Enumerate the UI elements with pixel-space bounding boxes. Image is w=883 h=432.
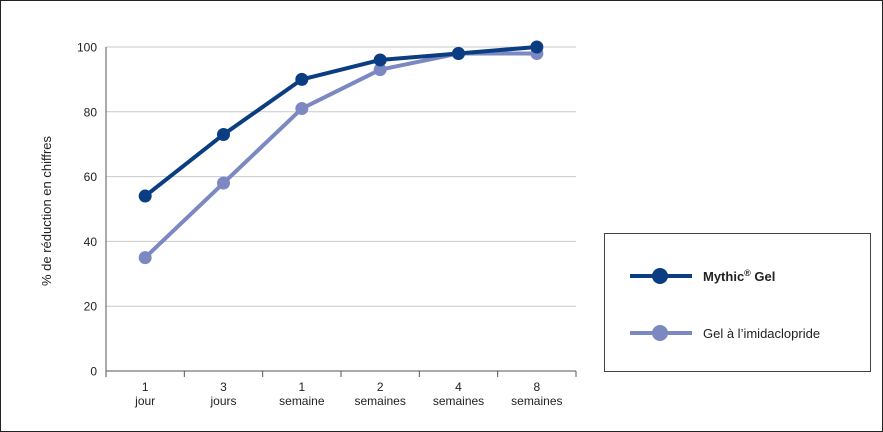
y-tick-label: 80	[84, 105, 98, 119]
legend-swatch-marker	[652, 325, 668, 341]
y-tick-label: 100	[77, 41, 97, 55]
legend-label: Gel à l’imidaclopride	[703, 326, 820, 341]
series-lines	[143, 45, 539, 260]
legend: Mythic® Gel Gel à l’imidaclopride	[604, 233, 871, 372]
data-point-series-1	[373, 53, 387, 67]
series-line-1	[143, 45, 539, 199]
legend-label-name: Mythic	[703, 269, 744, 284]
data-point-series-1	[295, 72, 309, 86]
x-tick-label-line2: semaines	[433, 394, 484, 408]
x-tick-label: 2 semaines	[354, 380, 405, 408]
data-point-series-2	[373, 63, 387, 77]
data-point-series-1	[138, 189, 152, 203]
legend-label-name: Gel à l’imidaclopride	[703, 326, 820, 341]
axes	[105, 47, 577, 377]
legend-label-suffix: Gel	[751, 269, 776, 284]
y-axis-label: % de réduction en chiffres	[39, 135, 54, 286]
data-point-series-2	[138, 251, 152, 265]
x-tick-label-line2: semaine	[279, 394, 325, 408]
x-tick-label: 8 semaines	[511, 380, 562, 408]
legend-label-superscript: ®	[744, 268, 751, 278]
y-tick-label: 40	[84, 235, 98, 249]
data-point-series-1	[217, 127, 230, 141]
data-point-series-2	[217, 176, 230, 190]
x-tick-label-line1: 8	[533, 380, 540, 394]
x-tick-label-line1: 4	[455, 380, 462, 394]
x-tick-label-line2: jour	[134, 394, 155, 408]
legend-label: Mythic® Gel	[703, 268, 775, 284]
x-tick-label-line2: jours	[209, 394, 236, 408]
x-tick-label: 3 jours	[209, 380, 236, 408]
y-tick-label: 20	[84, 300, 98, 314]
y-tick-label: 60	[84, 170, 98, 184]
legend-swatch-marker	[652, 268, 668, 284]
data-point-series-1	[530, 40, 544, 54]
x-tick-label-line2: semaines	[511, 394, 562, 408]
legend-box	[604, 233, 871, 372]
x-tick-label-line1: 3	[220, 380, 227, 394]
x-tick-label: 1 semaine	[279, 380, 325, 408]
series-points	[138, 40, 544, 265]
gridlines	[106, 46, 576, 307]
x-tick-label-line2: semaines	[354, 394, 405, 408]
data-point-series-2	[295, 102, 309, 116]
y-tick-label: 0	[90, 365, 97, 379]
series-line-2	[143, 51, 539, 260]
x-tick-label-line1: 1	[298, 380, 305, 394]
x-tick-label: 4 semaines	[433, 380, 484, 408]
x-tick-label-line1: 2	[377, 380, 384, 394]
x-tick-label-line1: 1	[142, 380, 149, 394]
data-point-series-1	[452, 46, 465, 60]
x-tick-label: 1 jour	[134, 380, 155, 408]
